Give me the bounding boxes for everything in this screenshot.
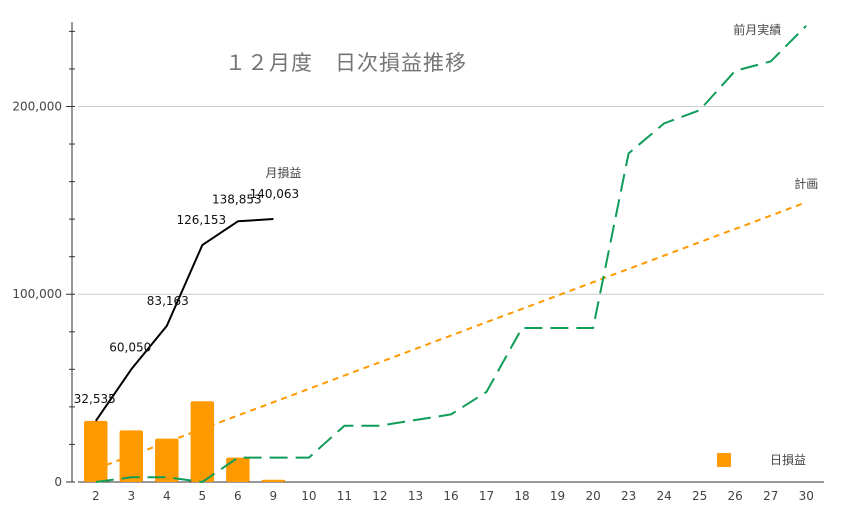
x-tick-label: 26 xyxy=(728,489,743,503)
series-line xyxy=(94,218,274,422)
series-line xyxy=(95,25,807,483)
x-tick-label: 27 xyxy=(763,489,778,503)
x-tick-labels: 2 3 4 5 6 9 10 11 12 13 16 17 18 19 20 23 24 25 26 27 30 xyxy=(92,489,814,503)
x-tick-label: 10 xyxy=(301,489,316,503)
y-tick-label: 200,000 xyxy=(12,99,62,113)
x-tick-label: 13 xyxy=(408,489,423,503)
x-tick-label: 20 xyxy=(585,489,600,503)
legend-swatch xyxy=(717,453,731,467)
data-label: 83,163 xyxy=(147,294,189,308)
series-lines xyxy=(94,25,807,483)
series-name-label: 前月実績 xyxy=(733,22,781,37)
x-tick-label: 23 xyxy=(621,489,636,503)
bar xyxy=(155,438,179,482)
x-tick-label: 4 xyxy=(163,489,171,503)
x-tick-label: 18 xyxy=(514,489,529,503)
x-tick-label: 12 xyxy=(372,489,387,503)
x-tick-label: 24 xyxy=(657,489,672,503)
y-axis xyxy=(66,22,75,483)
x-tick-label: 5 xyxy=(199,489,207,503)
gridlines xyxy=(78,105,824,483)
data-label: 60,050 xyxy=(109,340,151,354)
data-label: 138,853 xyxy=(212,192,262,206)
series-line xyxy=(95,201,807,470)
y-tick-labels: 0 100,000 200,000 xyxy=(12,99,62,489)
series-name-label: 月損益 xyxy=(265,165,301,180)
bar xyxy=(84,420,108,482)
x-tick-label: 17 xyxy=(479,489,494,503)
y-tick-label: 0 xyxy=(54,475,62,489)
x-tick-label: 25 xyxy=(692,489,707,503)
x-tick-label: 6 xyxy=(234,489,242,503)
x-tick-label: 11 xyxy=(337,489,352,503)
bars xyxy=(84,401,286,482)
x-tick-label: 3 xyxy=(127,489,135,503)
legend-label: 日損益 xyxy=(770,452,806,467)
y-tick-label: 100,000 xyxy=(12,287,62,301)
x-tick-label: 2 xyxy=(92,489,100,503)
x-tick-label: 16 xyxy=(443,489,458,503)
x-tick-label: 19 xyxy=(550,489,565,503)
x-tick-label: 30 xyxy=(799,489,814,503)
bar xyxy=(226,457,250,482)
bar xyxy=(261,479,286,482)
bar xyxy=(190,401,215,482)
chart-title: １２月度 日次損益推移 xyxy=(225,51,467,75)
data-label: 126,153 xyxy=(177,213,227,227)
data-label: 140,063 xyxy=(250,187,300,201)
data-label: 32,535 xyxy=(74,392,116,406)
series-name-label: 計画 xyxy=(794,176,818,191)
x-tick-label: 9 xyxy=(270,489,278,503)
legend: 日損益 xyxy=(717,452,806,467)
